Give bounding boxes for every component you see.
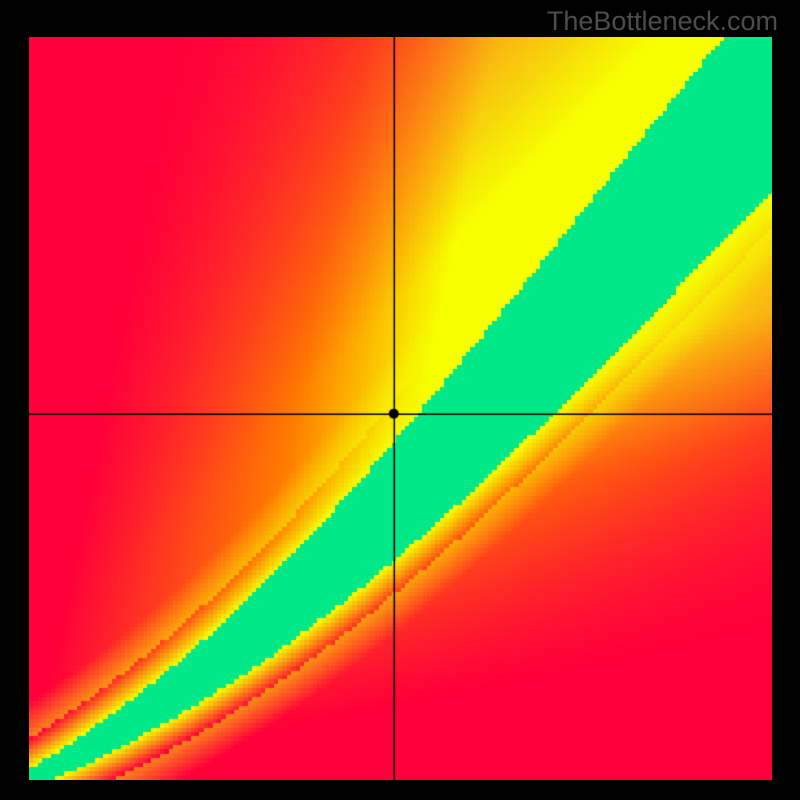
watermark-text: TheBottleneck.com [547, 6, 778, 37]
bottleneck-heatmap-figure: TheBottleneck.com [0, 0, 800, 800]
heatmap-canvas [29, 37, 772, 780]
